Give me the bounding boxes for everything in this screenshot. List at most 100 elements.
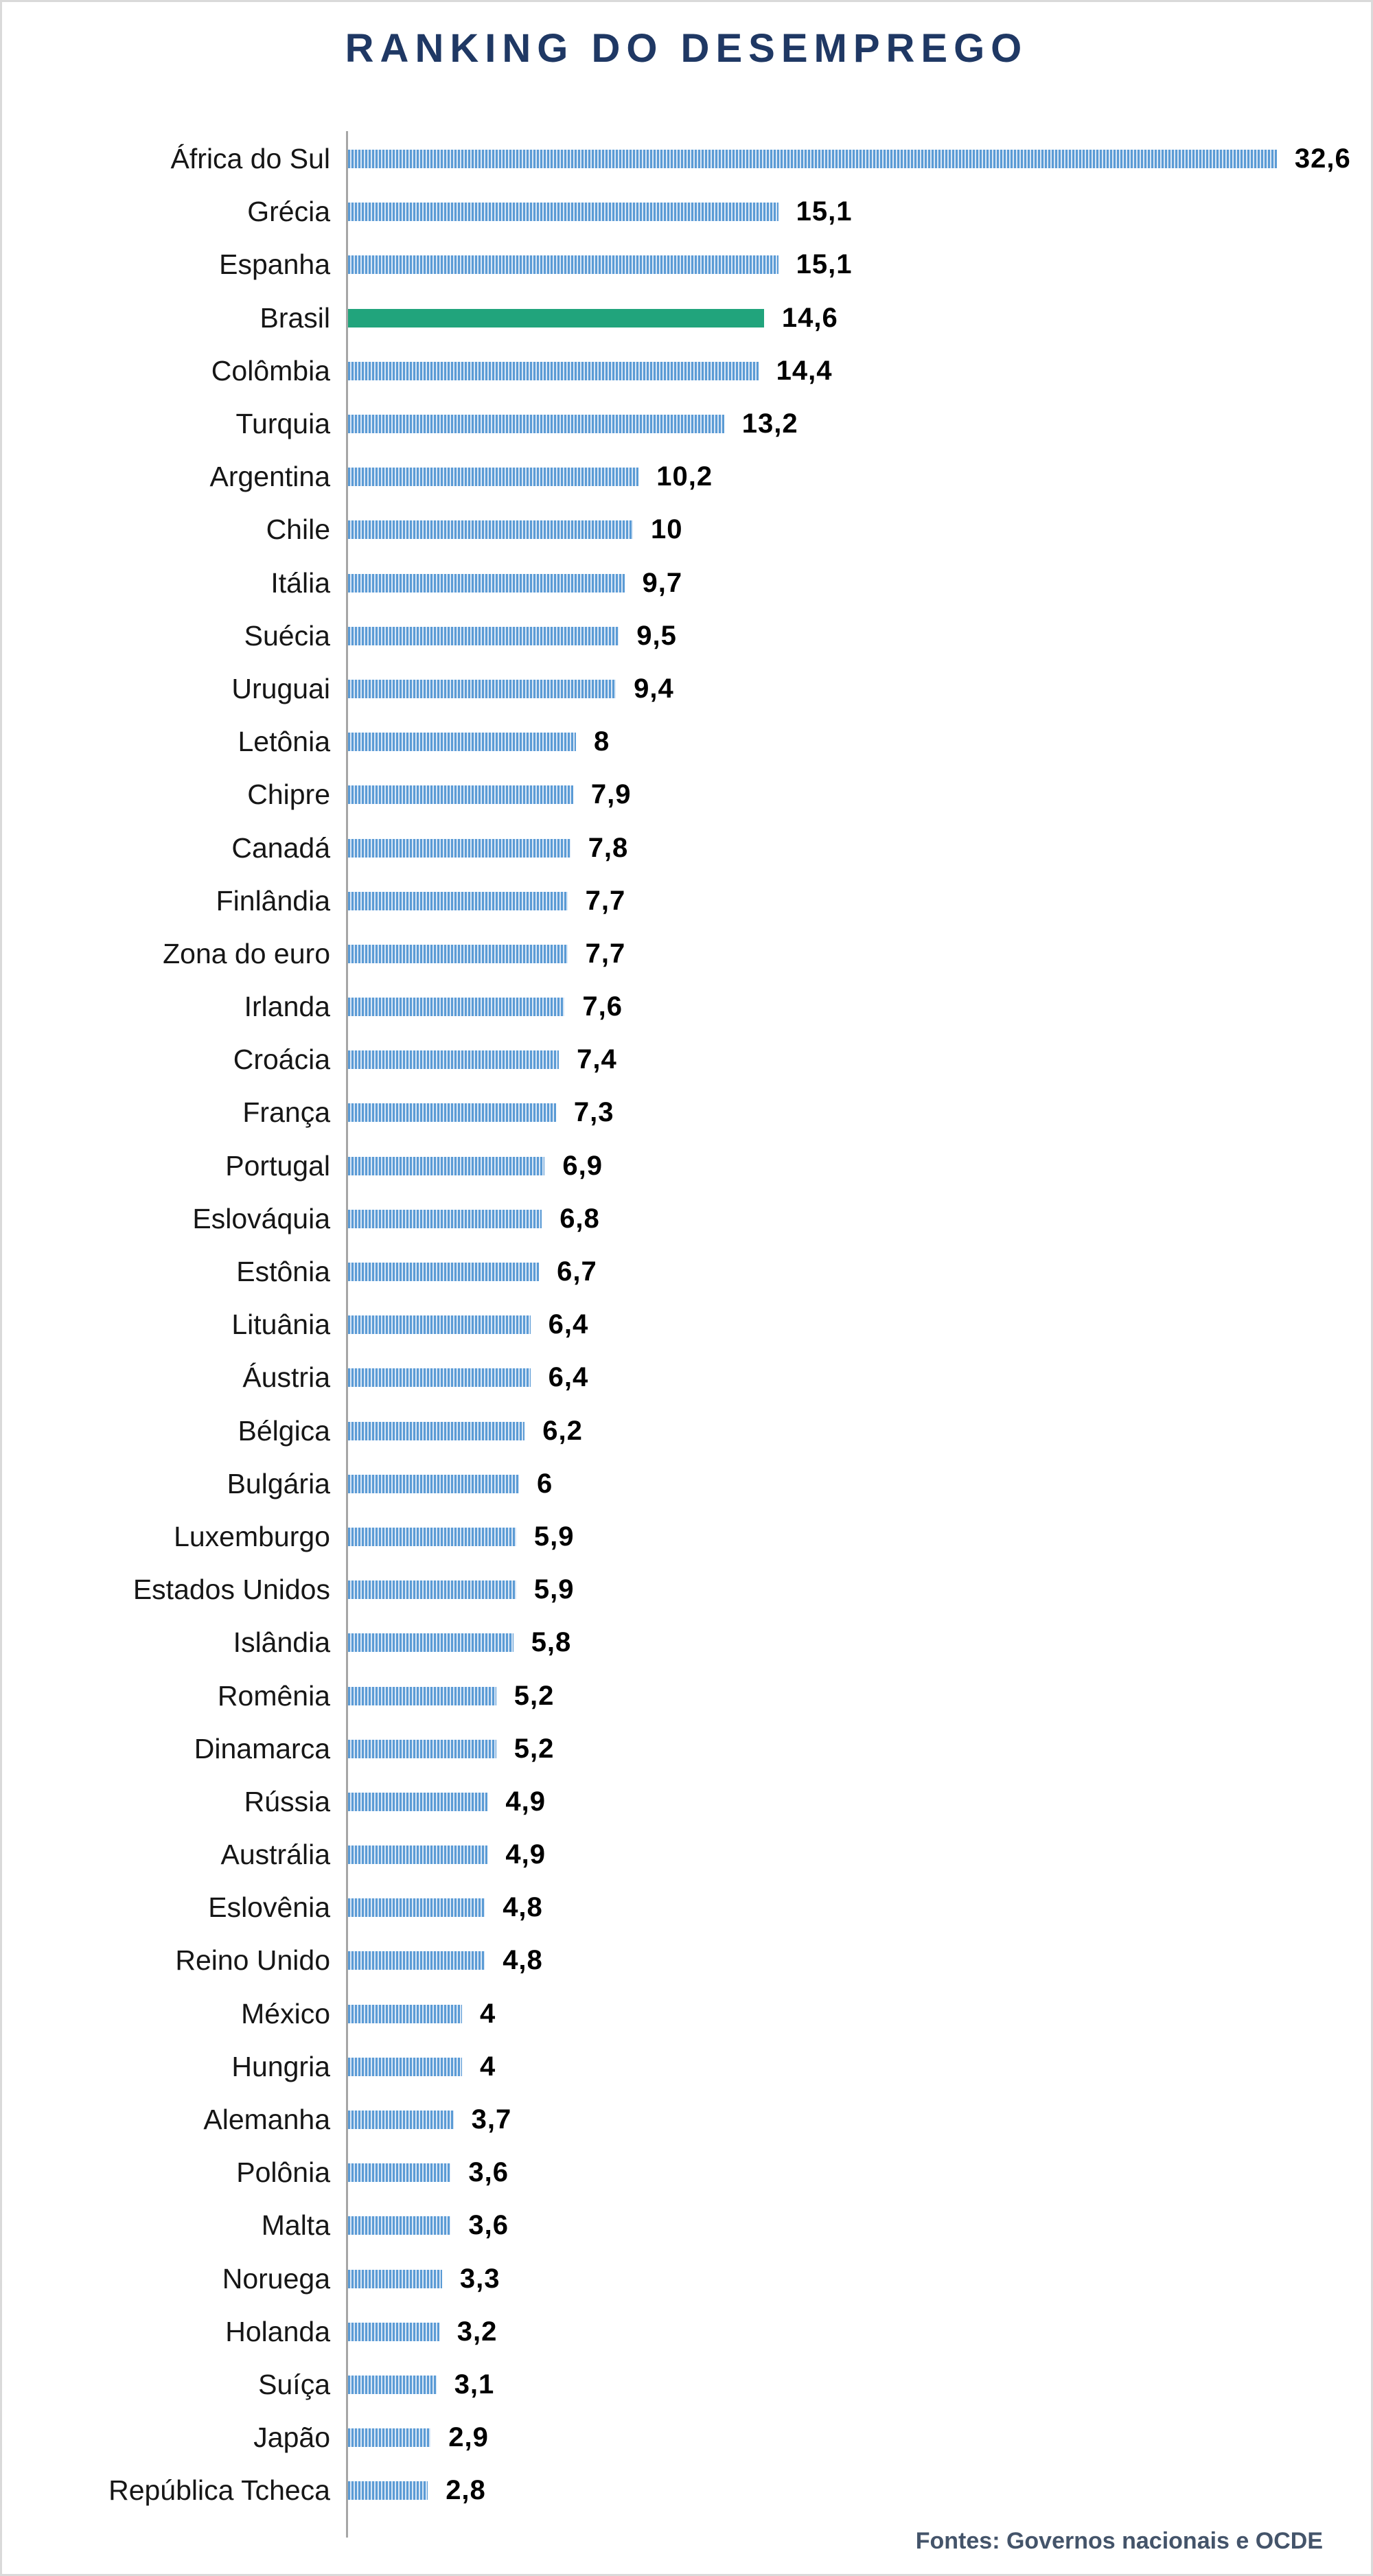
bar xyxy=(348,1527,516,1546)
bar-row: Eslovênia 4,8 xyxy=(2,1881,1371,1934)
bar-row: Argentina 10,2 xyxy=(2,450,1371,503)
bar xyxy=(348,1474,519,1493)
bar-row: Lituânia 6,4 xyxy=(2,1298,1371,1351)
bar-row: Luxemburgo 5,9 xyxy=(2,1510,1371,1563)
bar-label: Eslováquia xyxy=(192,1202,330,1234)
bar-row: Uruguai 9,4 xyxy=(2,663,1371,715)
bar-label: Noruega xyxy=(222,2262,330,2295)
bar-row: Suécia 9,5 xyxy=(2,610,1371,663)
bar xyxy=(348,150,1277,169)
bar-value: 5,2 xyxy=(514,1733,555,1764)
bar-value: 4 xyxy=(480,2051,496,2082)
bar-row: Austrália 4,9 xyxy=(2,1828,1371,1881)
bar-chart: África do Sul 32,6 Grécia 15,1 Espanha 15,1 Br… xyxy=(2,133,1371,2517)
bar-label: África do Sul xyxy=(170,143,330,175)
bar xyxy=(348,1263,540,1282)
bar-label: Luxemburgo xyxy=(174,1520,330,1552)
bar-label: Romênia xyxy=(217,1679,330,1712)
bar-label: Suíça xyxy=(258,2368,330,2400)
bar-value: 2,9 xyxy=(448,2422,489,2453)
bar xyxy=(348,361,759,380)
bar-value: 2,8 xyxy=(446,2475,486,2506)
bar-row: Reino Unido 4,8 xyxy=(2,1934,1371,1987)
bar-value: 15,1 xyxy=(796,249,853,280)
bar-value: 10 xyxy=(651,514,683,545)
bar-value: 32,6 xyxy=(1294,143,1351,174)
bar-value: 7,7 xyxy=(585,885,626,916)
bar-value: 4,8 xyxy=(503,1945,543,1976)
bar-row: Suíça 3,1 xyxy=(2,2358,1371,2411)
bar-value: 3,7 xyxy=(471,2104,512,2135)
bar-value: 9,7 xyxy=(642,567,683,598)
bar-row: Estados Unidos 5,9 xyxy=(2,1563,1371,1616)
bar xyxy=(348,1580,516,1600)
bar xyxy=(348,1103,556,1123)
bar-label: Rússia xyxy=(244,1785,330,1817)
bar-label: Islândia xyxy=(233,1626,330,1659)
bar xyxy=(348,1633,514,1653)
bar xyxy=(348,468,639,487)
bar-row: Letônia 8 xyxy=(2,715,1371,768)
bar-value: 7,3 xyxy=(573,1097,614,1128)
bar-label: República Tcheca xyxy=(108,2474,330,2507)
bar-label: Itália xyxy=(270,566,330,599)
bar xyxy=(348,1368,531,1388)
bar xyxy=(348,1050,559,1070)
bar-row: Itália 9,7 xyxy=(2,557,1371,610)
chart-title: RANKING DO DESEMPREGO xyxy=(345,26,1028,71)
bar-value: 5,8 xyxy=(531,1627,572,1658)
bar-value: 6,8 xyxy=(559,1203,600,1234)
bar-value: 4,9 xyxy=(505,1839,546,1870)
bar-label: Holanda xyxy=(225,2315,330,2347)
bar xyxy=(348,785,573,805)
bar-row: Colômbia 14,4 xyxy=(2,345,1371,398)
bar xyxy=(348,733,576,752)
bar xyxy=(348,2111,454,2130)
bar xyxy=(348,1845,488,1865)
bar-value: 15,1 xyxy=(796,196,853,227)
bar-value: 3,2 xyxy=(457,2316,498,2347)
bar-value: 9,4 xyxy=(634,673,674,704)
bar-row: Rússia 4,9 xyxy=(2,1775,1371,1828)
bar-label: Croácia xyxy=(233,1044,330,1076)
bar-value: 4 xyxy=(480,1998,496,2029)
bar-label: Reino Unido xyxy=(175,1944,330,1977)
bar xyxy=(348,2269,442,2288)
bar xyxy=(348,679,616,698)
bar-label: Turquia xyxy=(235,408,331,440)
bar-value: 7,8 xyxy=(588,832,629,863)
bar-label: Letônia xyxy=(238,726,330,758)
bar-label: Irlanda xyxy=(244,991,330,1023)
bar-row: Holanda 3,2 xyxy=(2,2305,1371,2358)
bar xyxy=(348,1209,542,1228)
bar-value: 3,3 xyxy=(459,2263,500,2294)
bar-value: 5,9 xyxy=(533,1574,575,1605)
source-note: Fontes: Governos nacionais e OCDE xyxy=(915,2528,1323,2554)
bar-label: Argentina xyxy=(209,461,330,493)
bar-highlighted xyxy=(348,308,764,327)
bar xyxy=(348,2481,428,2500)
bar-label: Dinamarca xyxy=(194,1732,330,1764)
bar-value: 4,8 xyxy=(503,1892,543,1923)
bar-label: Lituânia xyxy=(231,1309,330,1341)
bar-row: Chile 10 xyxy=(2,503,1371,556)
bar xyxy=(348,838,570,858)
bar-row: Zona do euro 7,7 xyxy=(2,928,1371,980)
bar-row: Polônia 3,6 xyxy=(2,2146,1371,2199)
bar xyxy=(348,1792,488,1811)
bar-value: 7,4 xyxy=(577,1044,617,1075)
bar-value: 3,6 xyxy=(468,2157,509,2188)
bar xyxy=(348,998,565,1017)
bar-label: Austrália xyxy=(220,1839,330,1871)
bar xyxy=(348,520,633,540)
bar-row: Turquia 13,2 xyxy=(2,398,1371,450)
bar-label: Estônia xyxy=(236,1256,330,1288)
bar xyxy=(348,1951,485,1970)
y-axis-line xyxy=(346,131,348,2538)
bar-label: Brasil xyxy=(259,301,330,334)
bar-value: 5,2 xyxy=(514,1680,555,1711)
bar xyxy=(348,1315,531,1335)
bar-label: Bélgica xyxy=(238,1414,330,1447)
bar-row: Chipre 7,9 xyxy=(2,768,1371,821)
bar xyxy=(348,1898,485,1918)
